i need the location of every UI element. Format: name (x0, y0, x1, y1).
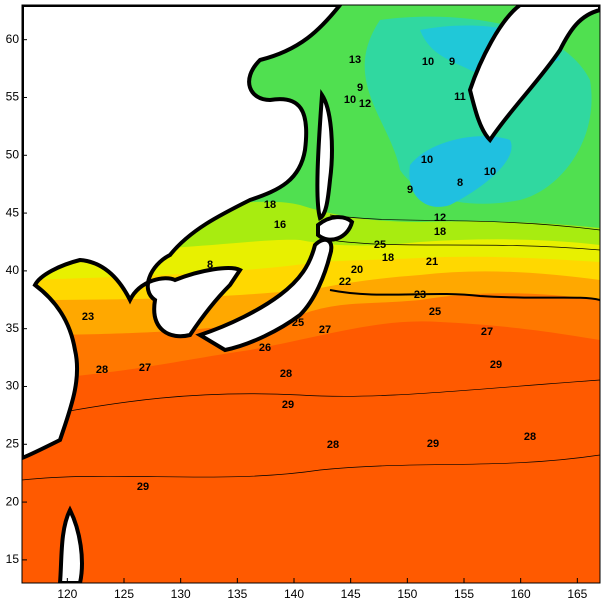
contour-label: 10 (344, 94, 356, 106)
x-tick-label: 165 (567, 587, 587, 601)
contour-label: 26 (259, 342, 271, 354)
x-tick-label: 160 (511, 587, 531, 601)
x-tick-label: 120 (57, 587, 77, 601)
contour-label: 23 (82, 311, 94, 323)
y-tick-label: 45 (6, 205, 20, 219)
contour-label: 25 (374, 239, 386, 251)
contour-label: 16 (274, 219, 286, 231)
contour (22, 454, 600, 481)
land-asia (22, 5, 343, 461)
contour-label: 28 (524, 431, 536, 443)
contour-label: 29 (490, 359, 502, 371)
contour-label: 25 (429, 306, 441, 318)
x-tick-label: 150 (397, 587, 417, 601)
x-tick-label: 130 (171, 587, 191, 601)
y-tick-label: 15 (6, 552, 20, 566)
band-9-south (409, 136, 512, 207)
contour-label: 27 (481, 326, 493, 338)
contour-label: 28 (327, 439, 339, 451)
contour (329, 214, 600, 231)
y-tick-label: 60 (6, 32, 20, 46)
contour-label: 10 (484, 166, 496, 178)
land-sakhalin (315, 89, 334, 221)
land-taiwan (57, 505, 84, 583)
contour (329, 289, 600, 301)
y-tick-label: 35 (6, 321, 20, 335)
x-tick-label: 155 (454, 587, 474, 601)
x-tick-label: 140 (284, 587, 304, 601)
y-tick-label: 25 (6, 436, 20, 450)
contour (329, 239, 600, 251)
contour-label: 10 (421, 154, 433, 166)
contour-label: 18 (434, 226, 446, 238)
y-tick-label: 40 (6, 263, 20, 277)
contour-label: 25 (292, 317, 304, 329)
contour-label: 22 (339, 276, 351, 288)
x-tick-label: 145 (341, 587, 361, 601)
contour-label: 9 (407, 184, 413, 196)
contour-label: 10 (422, 56, 434, 68)
contour-label: 8 (457, 177, 463, 189)
contour-label: 21 (426, 256, 438, 268)
sst-field (22, 5, 600, 583)
contour-label: 29 (137, 481, 149, 493)
contour-label: 9 (449, 56, 455, 68)
contour-label: 27 (139, 362, 151, 374)
contour (22, 379, 600, 421)
land-kamchatka (467, 5, 600, 144)
contour-label: 12 (434, 212, 446, 224)
land-hokkaido (316, 215, 355, 242)
contour-label: 11 (454, 91, 466, 103)
frame (21, 4, 601, 584)
land-japan (195, 237, 334, 353)
y-tick-label: 55 (6, 90, 20, 104)
contour-label: 13 (349, 54, 361, 66)
x-tick-label: 135 (227, 587, 247, 601)
contour-label: 18 (264, 199, 276, 211)
x-tick-label: 125 (114, 587, 134, 601)
y-tick-label: 20 (6, 494, 20, 508)
contour-label: 28 (280, 368, 292, 380)
contour-label: 23 (414, 289, 426, 301)
contour-label: 9 (357, 82, 363, 94)
y-tick-label: 50 (6, 147, 20, 161)
contour-label: 28 (96, 364, 108, 376)
y-tick-label: 30 (6, 379, 20, 393)
contour-label: 8 (207, 259, 213, 271)
contour-label: 29 (282, 399, 294, 411)
contour-label: 18 (382, 252, 394, 264)
contour-label: 12 (359, 98, 371, 110)
contour-label: 20 (351, 264, 363, 276)
contour-label: 27 (319, 324, 331, 336)
contour-label: 29 (427, 438, 439, 450)
